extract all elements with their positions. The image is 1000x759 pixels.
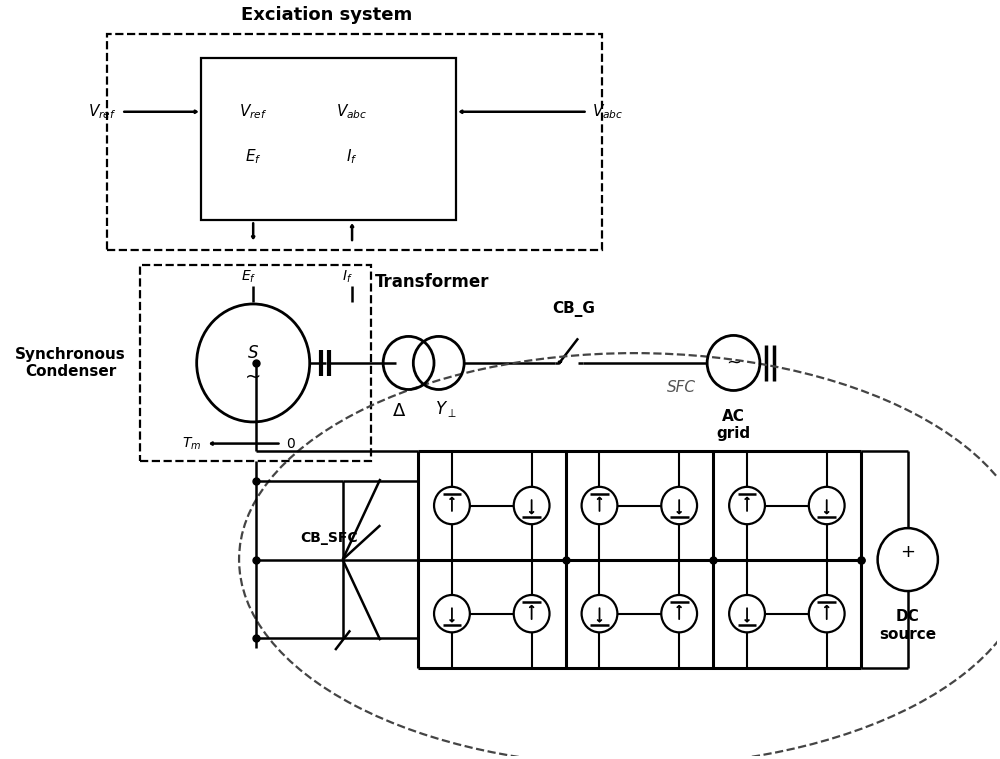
Text: $I_f$: $I_f$ (342, 268, 353, 285)
Bar (107, 33, 602, 250)
Text: SFC: SFC (667, 380, 696, 395)
Text: Exciation system: Exciation system (241, 6, 412, 24)
Text: S: S (248, 344, 258, 362)
Text: ~: ~ (245, 368, 261, 387)
Text: +: + (900, 543, 915, 561)
Text: $V_{ref}$: $V_{ref}$ (239, 102, 267, 121)
Text: Transformer: Transformer (375, 273, 489, 291)
Bar (140, 265, 371, 461)
Text: $T_m$: $T_m$ (182, 436, 201, 452)
Text: CB_SFC: CB_SFC (300, 531, 358, 545)
Text: DC
source: DC source (879, 609, 936, 641)
Text: $E_f$: $E_f$ (241, 268, 256, 285)
Text: $E_f$: $E_f$ (245, 148, 262, 166)
Text: $V_{abc}$: $V_{abc}$ (592, 102, 624, 121)
Text: $V_{ref}$: $V_{ref}$ (88, 102, 117, 121)
Text: ~: ~ (726, 354, 741, 372)
Text: Synchronous
Condenser: Synchronous Condenser (15, 347, 126, 380)
Text: CB_G: CB_G (552, 301, 595, 317)
Bar (201, 58, 456, 220)
Text: 0: 0 (286, 436, 295, 451)
Text: $Y_{\perp}$: $Y_{\perp}$ (435, 399, 457, 419)
Text: AC
grid: AC grid (716, 408, 751, 441)
Text: $\Delta$: $\Delta$ (392, 402, 406, 420)
Text: $V_{abc}$: $V_{abc}$ (336, 102, 368, 121)
Text: $I_f$: $I_f$ (346, 148, 358, 166)
